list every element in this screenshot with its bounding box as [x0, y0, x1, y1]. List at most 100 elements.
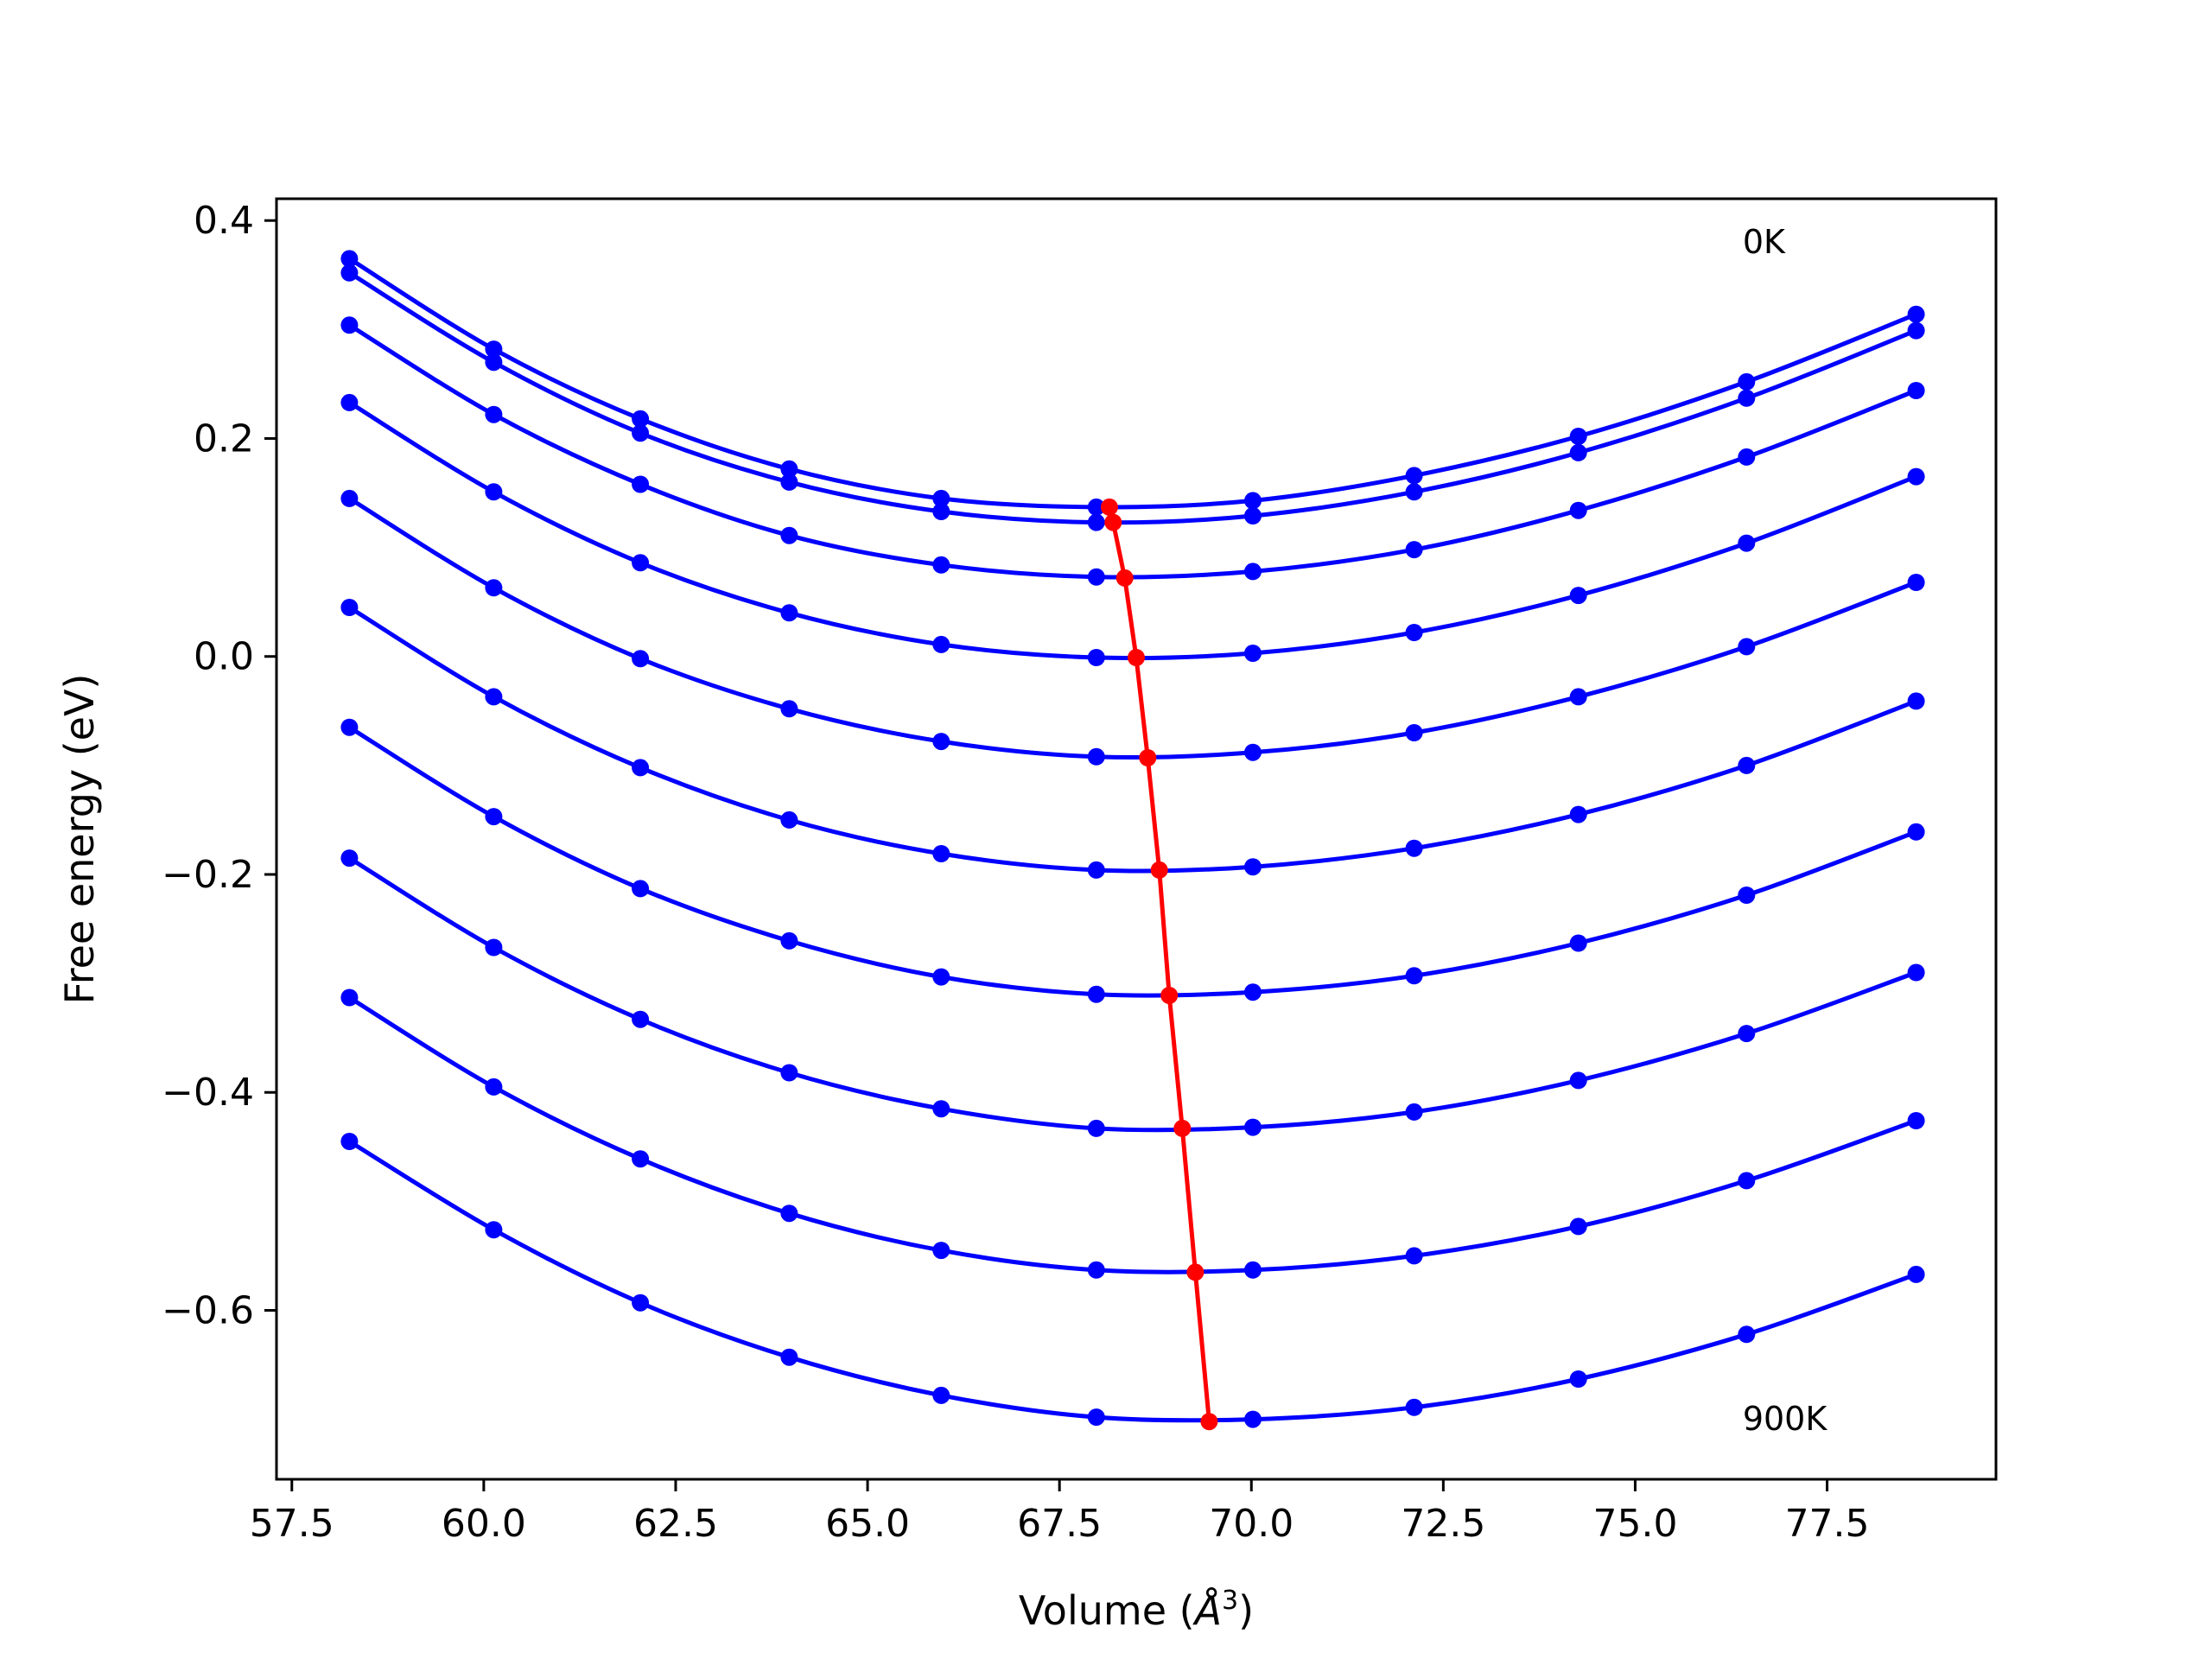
curve-6-point-4	[932, 968, 950, 986]
curve-9-point-9	[1738, 1325, 1756, 1344]
y-tick-label-2: 0.0	[194, 635, 254, 679]
y-tick-label-5: −0.6	[162, 1289, 254, 1333]
curve-5-point-5	[1087, 861, 1105, 879]
curve-0-point-5	[1087, 498, 1105, 516]
curve-4-point-9	[1738, 638, 1756, 656]
curve-7-point-0	[340, 849, 359, 868]
curve-1-point-6	[1244, 507, 1262, 524]
x-tick-label-2: 62.5	[633, 1502, 718, 1546]
curve-4-point-3	[780, 700, 798, 718]
curve-5-point-4	[932, 845, 950, 862]
curve-4-point-8	[1569, 688, 1587, 706]
curve-2-point-4	[932, 556, 950, 574]
curve-1-point-7	[1405, 483, 1423, 501]
curve-9-point-10	[1907, 1265, 1925, 1283]
curve-2-point-1	[485, 405, 503, 423]
curve-1-point-0	[340, 264, 359, 282]
y-axis-ticks: 0.4 0.2 0.0 −0.2 −0.4 −0.6	[162, 199, 276, 1333]
curve-8-point-5	[1087, 1261, 1105, 1279]
curve-3-point-9	[1738, 534, 1756, 552]
y-tick-label-0: 0.4	[194, 199, 254, 243]
curve-3-point-7	[1405, 624, 1423, 641]
x-tick-label-8: 77.5	[1785, 1502, 1870, 1546]
curve-line-6	[348, 725, 1917, 998]
curve-0-point-8	[1569, 428, 1587, 445]
curve-0-point-10	[1907, 305, 1925, 323]
curve-2-point-7	[1405, 541, 1423, 559]
curve-7-point-3	[780, 1064, 798, 1082]
curve-0-point-9	[1738, 372, 1756, 391]
curve-3-point-10	[1907, 467, 1925, 486]
curve-0-point-6	[1244, 492, 1262, 510]
curve-5-point-9	[1738, 756, 1756, 774]
curve-3-point-2	[632, 554, 650, 572]
curve-4-point-0	[340, 489, 359, 507]
minima-line	[1107, 506, 1211, 1422]
curve-0-point-4	[932, 489, 950, 507]
x-tick-label-5: 70.0	[1209, 1502, 1294, 1546]
curve-8-point-3	[780, 1205, 798, 1223]
curve-5-point-6	[1244, 858, 1262, 876]
curve-2-point-10	[1907, 382, 1925, 399]
curve-1-point-5	[1087, 513, 1105, 531]
curve-8-point-6	[1244, 1261, 1262, 1279]
curve-5-point-7	[1405, 839, 1423, 857]
curve-4-point-1	[485, 579, 503, 597]
curve-8-point-2	[632, 1150, 650, 1168]
curve-3-point-8	[1569, 587, 1587, 605]
curve-line-9	[348, 1139, 1917, 1423]
curve-9-point-3	[780, 1348, 798, 1366]
curve-8-point-10	[1907, 1112, 1925, 1129]
curve-2-point-8	[1569, 501, 1587, 519]
curve-6-point-1	[485, 808, 503, 826]
curve-9-point-6	[1244, 1410, 1262, 1428]
curve-6-point-7	[1405, 967, 1423, 985]
curve-7-point-8	[1569, 1071, 1587, 1090]
plot-frame	[275, 197, 1998, 1481]
curve-7-point-9	[1738, 1025, 1756, 1043]
curve-6-point-0	[340, 718, 359, 736]
curve-line-1	[348, 270, 1917, 525]
curve-2-point-5	[1087, 568, 1105, 586]
curve-7-point-1	[485, 938, 503, 957]
curve-line-8	[348, 995, 1917, 1274]
x-tick-label-3: 65.0	[825, 1502, 910, 1546]
curve-7-point-10	[1907, 963, 1925, 982]
curve-9-point-7	[1405, 1398, 1423, 1416]
energy-curves	[340, 250, 1925, 1428]
minimum-point-8	[1186, 1263, 1205, 1281]
curve-5-point-2	[632, 759, 650, 777]
curve-0-point-0	[340, 250, 359, 268]
curve-8-point-0	[340, 988, 359, 1007]
curve-6-point-3	[780, 931, 798, 950]
curve-2-point-6	[1244, 563, 1262, 581]
curve-4-point-6	[1244, 743, 1262, 761]
curve-6-point-6	[1244, 983, 1262, 1001]
curve-6-point-8	[1569, 934, 1587, 952]
minimum-point-3	[1128, 649, 1145, 666]
curve-5-point-3	[780, 810, 798, 829]
curve-1-point-9	[1738, 389, 1756, 407]
curve-0-point-1	[485, 340, 503, 359]
minimum-point-1	[1104, 513, 1122, 531]
x-tick-label-1: 60.0	[442, 1502, 526, 1546]
minimum-energy-path	[1100, 498, 1218, 1431]
curve-5-point-1	[485, 688, 503, 706]
x-axis-label: Volume (Å3)	[1019, 1586, 1254, 1634]
curve-7-point-6	[1244, 1118, 1262, 1136]
curve-4-point-10	[1907, 574, 1925, 591]
annotations: 0K 900K	[1743, 223, 1828, 1438]
curve-9-point-0	[340, 1133, 359, 1150]
curve-7-point-5	[1087, 1119, 1105, 1137]
curve-1-point-10	[1907, 321, 1925, 340]
curve-2-point-9	[1738, 448, 1756, 466]
curve-9-point-4	[932, 1386, 950, 1404]
annotation-0: 0K	[1743, 223, 1786, 261]
curve-9-point-5	[1087, 1408, 1105, 1427]
curve-6-point-5	[1087, 985, 1105, 1003]
curve-3-point-4	[932, 635, 950, 653]
curve-6-point-9	[1738, 887, 1756, 904]
x-axis-ticks: 57.5 60.0 62.5 65.0 67.5 70.0 72.5 75.0 77.5	[250, 1479, 1870, 1546]
minimum-point-5	[1150, 861, 1168, 879]
